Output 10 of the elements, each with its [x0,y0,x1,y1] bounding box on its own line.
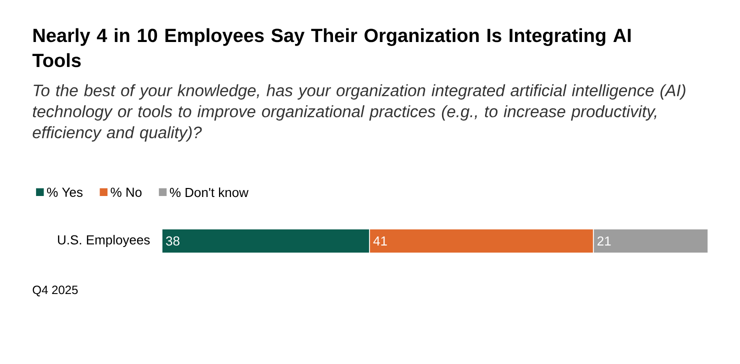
text: Q4 2025 [32,286,78,296]
legend-label: % No [110,188,142,197]
data-label: 21 [598,236,611,246]
legend-label: % Yes [47,188,83,197]
data-label: 41 [373,236,387,246]
chart-title: Nearly 4 in 10 Employees Say Their Organization Is Integrating AI Tools [32,28,631,68]
chart-subtitle: To the best of your knowledge, has your organization integrated artificial intelligence (AI) technology or tools to improve organizational practices (e.g., to increase productivity, efficiency and quality)? [32,84,686,142]
y-tick-label: U.S. Employees [58,234,150,248]
legend-label: % Don't know [170,188,249,198]
data-label: 38 [166,236,180,246]
